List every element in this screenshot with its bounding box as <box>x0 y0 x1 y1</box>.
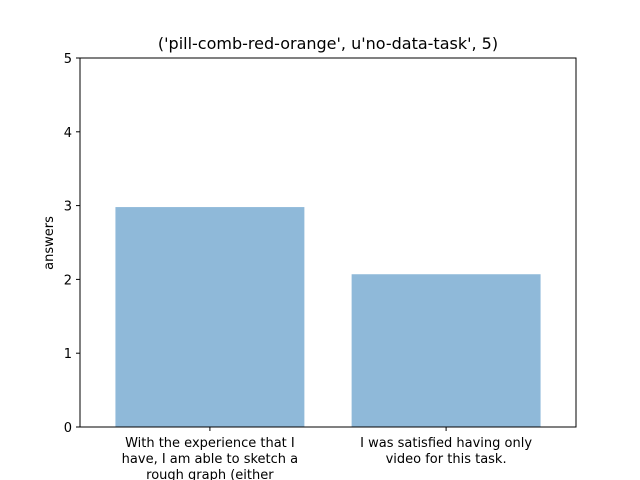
x-tick-label-0-line-0: With the experience that I <box>125 436 295 451</box>
x-tick-label-0-line-1: have, I am able to sketch a <box>122 452 298 467</box>
y-tick-label-5: 5 <box>64 52 72 67</box>
plot-frame <box>79 57 577 428</box>
y-tick-label-1: 1 <box>64 347 72 362</box>
y-tick-label-2: 2 <box>64 273 72 288</box>
bar-0 <box>115 207 305 427</box>
chart-title: ('pill-comb-red-orange', u'no-data-task'… <box>158 34 498 53</box>
y-tick-label-3: 3 <box>64 200 72 215</box>
x-tick-label-1-line-1: video for this task. <box>386 452 507 467</box>
x-tick-label-1-line-0: I was satisfied having only <box>360 436 532 451</box>
bars-group <box>115 207 541 427</box>
y-tick-label-4: 4 <box>64 126 72 141</box>
y-axis-label: answers <box>42 216 57 270</box>
y-axis: 0 1 2 3 4 5 <box>64 52 80 436</box>
y-tick-label-0: 0 <box>64 421 72 436</box>
x-tick-label-0-line-2: rough graph (either <box>146 468 274 480</box>
bar-1 <box>351 274 541 427</box>
